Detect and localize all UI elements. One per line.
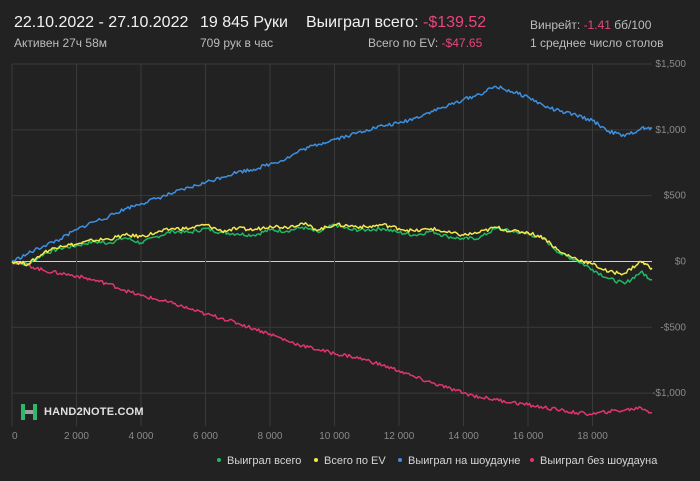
hand2note-logo-icon [20,403,38,421]
legend-dot-non-showdown [530,458,534,463]
legend-item-non-showdown[interactable]: Выиграл без шоудауна [530,455,657,467]
legend-item-showdown[interactable]: Выиграл на шоудауне [398,455,520,467]
winrate-value: -1.41 [583,18,611,32]
won-total-label: Выиграл всего: [306,14,419,31]
ev-total-label: Всего по EV: [368,36,439,50]
series-line-showdown [11,85,653,263]
ev-total-value: -$47.65 [441,36,483,50]
x-tick-label: 6 000 [193,431,218,442]
x-tick-label: 2 000 [64,431,89,442]
y-tick-label: -$1,000 [652,388,686,399]
chart-legend: Выиграл всего Всего по EV Выиграл на шоу… [0,455,700,471]
y-tick-label: $500 [664,191,687,202]
won-total-value: -$139.52 [423,14,487,31]
x-tick-label: 16 000 [513,431,544,442]
legend-dot-ev [314,458,318,463]
x-tick-label: 12 000 [384,431,415,442]
legend-item-ev[interactable]: Всего по EV [314,455,386,467]
winrate-label: Винрейт: [530,18,581,32]
series-line-non-showdown [11,261,653,417]
x-tick-label: 14 000 [448,431,479,442]
legend-dot-showdown [398,458,402,463]
stats-header: 22.10.2022 - 27.10.2022 Активен 27ч 58м … [0,0,700,56]
y-tick-label: -$500 [660,322,686,333]
results-graph: $1,500 $1,000 $500 $0 -$500 -$1,000 0 2 000 4 00… [11,59,687,442]
series-line-ev [11,222,653,276]
won-total: Выиграл всего: -$139.52 [306,14,486,32]
legend-dot-won-total [217,458,221,463]
legend-label-non-showdown: Выиграл без шоудауна [540,455,658,467]
hand2note-logo: HAND2NOTE.COM [20,402,144,422]
x-tick-label: 10 000 [319,431,350,442]
x-tick-label: 18 000 [577,431,608,442]
x-tick-label: 0 [12,431,18,442]
active-time: Активен 27ч 58м [14,36,107,50]
avg-tables: 1 среднее число столов [530,36,664,50]
y-tick-label: $1,000 [655,125,686,136]
ev-total: Всего по EV: -$47.65 [368,36,482,50]
legend-label-showdown: Выиграл на шоудауне [408,455,521,467]
date-range: 22.10.2022 - 27.10.2022 [14,14,189,31]
y-tick-label: $1,500 [655,59,686,70]
series-line-won-total [11,223,653,285]
graph-area: $1,500 $1,000 $500 $0 -$500 -$1,000 0 2 000 4 00… [0,56,700,476]
winrate-unit: бб/100 [614,18,652,32]
hand2note-logo-text: HAND2NOTE.COM [44,406,144,418]
winrate: Винрейт: -1.41 бб/100 [530,18,651,32]
y-tick-label: $0 [675,256,687,267]
legend-label-won-total: Выиграл всего [227,455,302,467]
legend-label-ev: Всего по EV [324,455,386,467]
x-tick-label: 8 000 [257,431,282,442]
hands-per-hour: 709 рук в час [200,36,274,50]
legend-item-won-total[interactable]: Выиграл всего [217,455,301,467]
x-tick-label: 4 000 [128,431,153,442]
hands-count: 19 845 Руки [200,14,288,31]
